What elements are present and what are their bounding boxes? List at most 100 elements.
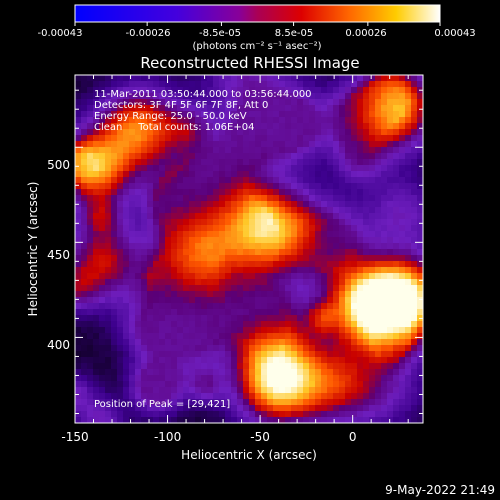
heatmap-cell — [369, 141, 376, 148]
heatmap-cell — [99, 189, 106, 196]
heatmap-cell — [123, 249, 130, 256]
heatmap-cell — [267, 141, 274, 148]
heatmap-cell — [213, 183, 220, 190]
heatmap-cell — [363, 99, 370, 106]
heatmap-cell — [285, 357, 292, 364]
heatmap-cell — [327, 129, 334, 136]
heatmap-cell — [387, 399, 394, 406]
heatmap-cell — [81, 117, 88, 124]
heatmap-cell — [231, 417, 238, 423]
heatmap-cell — [219, 195, 226, 202]
heatmap-cell — [369, 243, 376, 250]
y-tick-label: 400 — [47, 338, 70, 352]
heatmap-cell — [135, 231, 142, 238]
heatmap-cell — [243, 87, 250, 94]
heatmap-cell — [303, 207, 310, 214]
heatmap-cell — [375, 351, 382, 358]
heatmap-cell — [285, 135, 292, 142]
heatmap-cell — [153, 93, 160, 100]
heatmap-cell — [99, 417, 106, 423]
heatmap-cell — [159, 249, 166, 256]
heatmap-cell — [153, 249, 160, 256]
heatmap-cell — [189, 291, 196, 298]
heatmap-cell — [273, 375, 280, 382]
heatmap-cell — [183, 153, 190, 160]
heatmap-cell — [393, 183, 400, 190]
heatmap-cell — [411, 345, 418, 352]
heatmap-cell — [321, 135, 328, 142]
heatmap-cell — [339, 105, 346, 112]
heatmap-cell — [165, 387, 172, 394]
heatmap-cell — [87, 321, 94, 328]
heatmap-cell — [117, 141, 124, 148]
heatmap-cell — [111, 165, 118, 172]
heatmap-cell — [225, 81, 232, 88]
heatmap-cell — [297, 261, 304, 268]
heatmap-cell — [135, 363, 142, 370]
heatmap-cell — [327, 273, 334, 280]
heatmap-cell — [135, 99, 142, 106]
heatmap-cell — [363, 357, 370, 364]
heatmap-cell — [327, 147, 334, 154]
heatmap-cell — [297, 207, 304, 214]
heatmap-cell — [339, 171, 346, 178]
heatmap-cell — [369, 291, 376, 298]
heatmap-cell — [249, 147, 256, 154]
heatmap-cell — [243, 201, 250, 208]
heatmap-cell — [285, 321, 292, 328]
heatmap-cell — [225, 135, 232, 142]
heatmap-cell — [171, 339, 178, 346]
heatmap-cell — [117, 375, 124, 382]
heatmap-cell — [411, 123, 418, 130]
heatmap-cell — [255, 393, 262, 400]
heatmap-cell — [345, 141, 352, 148]
heatmap-cell — [159, 201, 166, 208]
heatmap-cell — [237, 315, 244, 322]
heatmap-cell — [315, 231, 322, 238]
heatmap-cell — [171, 201, 178, 208]
heatmap-cell — [351, 351, 358, 358]
x-tick-label: 0 — [349, 430, 357, 444]
heatmap-cell — [123, 153, 130, 160]
heatmap-cell — [345, 273, 352, 280]
heatmap-cell — [87, 189, 94, 196]
heatmap-cell — [165, 303, 172, 310]
heatmap-cell — [405, 303, 412, 310]
heatmap-cell — [243, 183, 250, 190]
heatmap-cell — [219, 177, 226, 184]
heatmap-cell — [417, 171, 423, 178]
heatmap-cell — [339, 159, 346, 166]
heatmap-cell — [171, 243, 178, 250]
heatmap-cell — [219, 333, 226, 340]
heatmap-cell — [225, 141, 232, 148]
heatmap-cell — [369, 135, 376, 142]
heatmap-cell — [285, 333, 292, 340]
heatmap-cell — [231, 357, 238, 364]
heatmap-cell — [399, 117, 406, 124]
heatmap-cell — [225, 297, 232, 304]
heatmap-cell — [195, 357, 202, 364]
heatmap-cell — [321, 273, 328, 280]
heatmap-cell — [321, 333, 328, 340]
heatmap-cell — [219, 171, 226, 178]
heatmap-cell — [213, 291, 220, 298]
heatmap-cell — [129, 147, 136, 154]
heatmap-cell — [141, 267, 148, 274]
heatmap-cell — [165, 141, 172, 148]
heatmap-cell — [213, 219, 220, 226]
heatmap-cell — [351, 189, 358, 196]
heatmap-cell — [255, 417, 262, 423]
heatmap-cell — [381, 129, 388, 136]
heatmap-cell — [141, 375, 148, 382]
heatmap-cell — [321, 129, 328, 136]
heatmap-cell — [405, 195, 412, 202]
heatmap-cell — [231, 339, 238, 346]
heatmap-cell — [147, 357, 154, 364]
heatmap-cell — [369, 195, 376, 202]
heatmap-cell — [231, 213, 238, 220]
heatmap-cell — [111, 369, 118, 376]
heatmap-cell — [231, 363, 238, 370]
heatmap-cell — [393, 105, 400, 112]
heatmap-cell — [189, 87, 196, 94]
heatmap-cell — [303, 141, 310, 148]
